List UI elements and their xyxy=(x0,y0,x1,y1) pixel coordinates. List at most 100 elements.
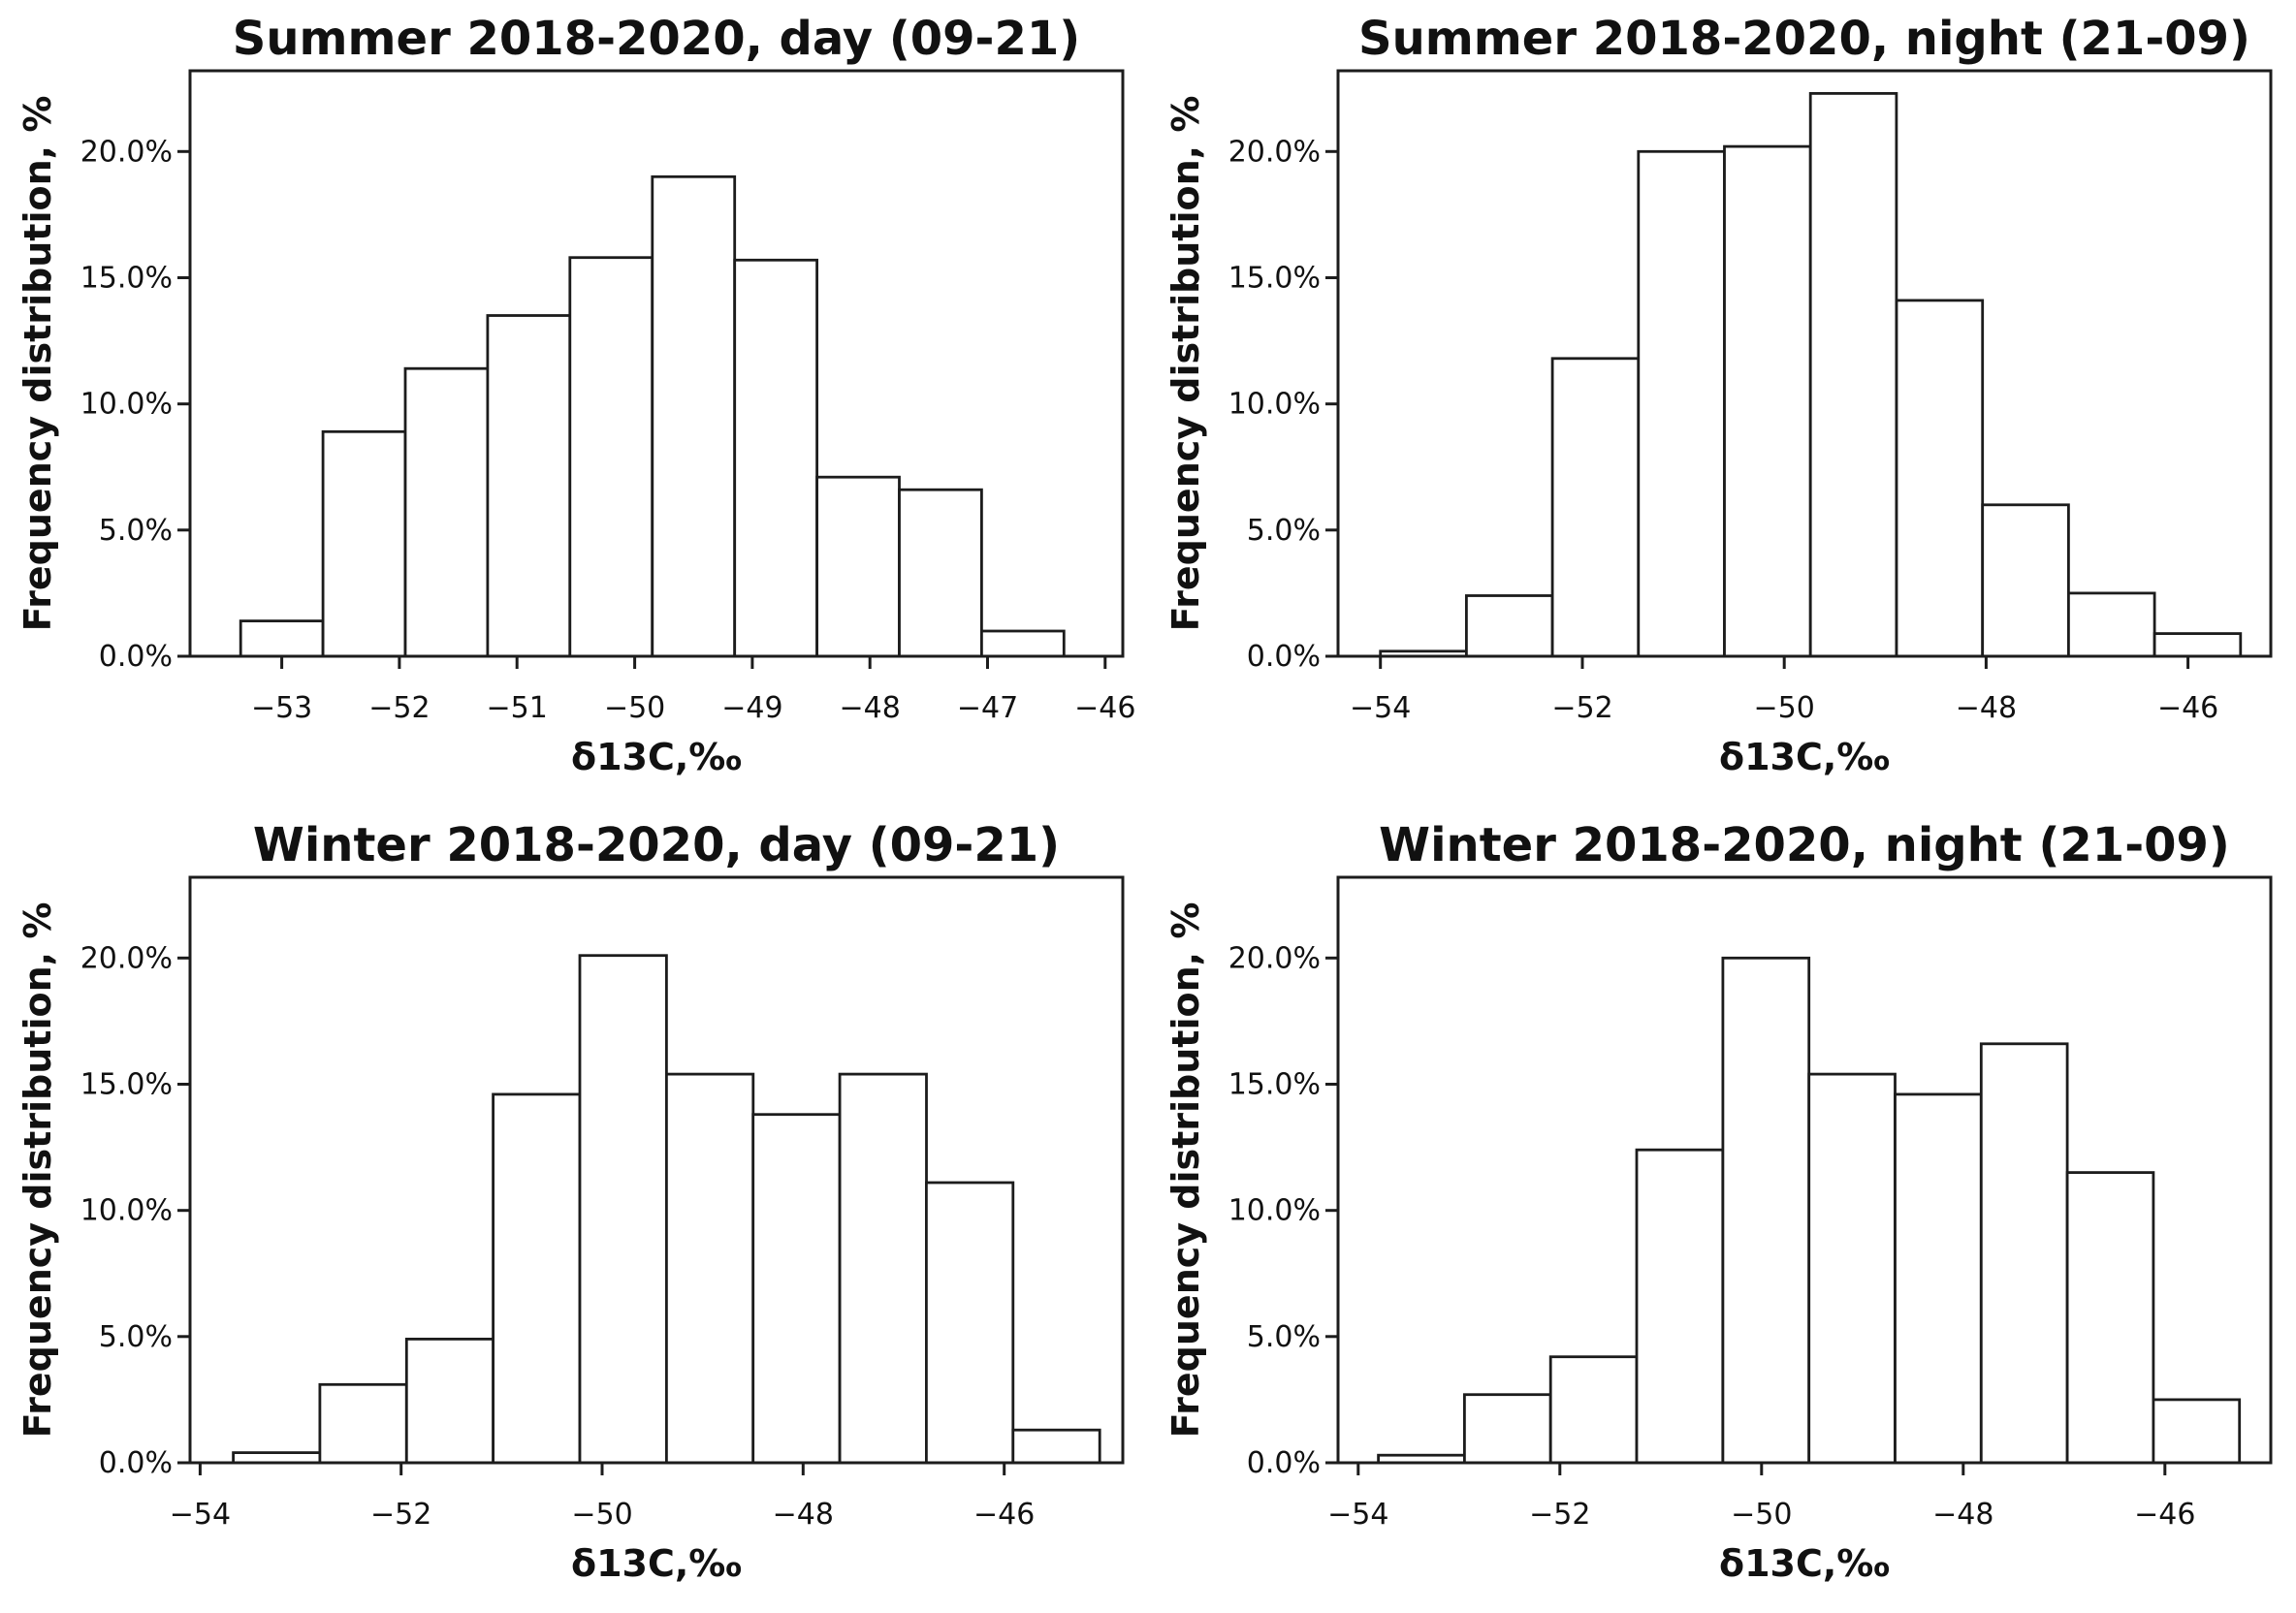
histogram-bar xyxy=(2067,591,2156,658)
histogram-svg-winter-night: 0.0% 5.0% 10.0% 15.0% 20.0% −54 −52 −50 −48 −46 Wi… xyxy=(1164,818,2273,1585)
y-tick-label: 10.0% xyxy=(80,1194,173,1228)
x-tick-label: −50 xyxy=(1731,1498,1792,1532)
axes-box xyxy=(188,69,1125,658)
axes-box xyxy=(1336,875,2273,1465)
histogram-bar xyxy=(578,954,668,1465)
plot-title: Summer 2018-2020, night (21-09) xyxy=(1358,12,2250,66)
y-tick-label: 15.0% xyxy=(1228,1068,1321,1102)
histogram-bar xyxy=(1635,1148,1725,1465)
x-tick-label: −54 xyxy=(170,1498,231,1532)
histogram-bar xyxy=(1723,144,1812,658)
subplot-winter-night: 0.0% 5.0% 10.0% 15.0% 20.0% −54 −52 −50 −48 −46 Wi… xyxy=(1148,806,2296,1613)
histogram-bar xyxy=(980,629,1066,658)
x-tick-label: −46 xyxy=(973,1498,1035,1532)
histogram-bar xyxy=(751,1113,842,1465)
y-tick-label: 15.0% xyxy=(80,1068,173,1102)
histogram-bar xyxy=(1462,1393,1552,1465)
y-tick-label: 10.0% xyxy=(1228,1194,1321,1228)
x-tick-label: −48 xyxy=(1932,1498,1993,1532)
histogram-bar xyxy=(651,174,737,658)
histogram-bar xyxy=(403,366,490,658)
histogram-bar xyxy=(1548,1355,1639,1465)
y-axis-label: Frequency distribution, % xyxy=(16,902,59,1439)
histogram-bar xyxy=(815,475,901,658)
x-tick-label: −50 xyxy=(1754,691,1815,725)
histogram-svg-summer-day: 0.0% 5.0% 10.0% 15.0% 20.0% −53 −52 −51 −50 −49 −4… xyxy=(16,12,1135,778)
histogram-bar xyxy=(239,619,325,658)
y-tick-label: 20.0% xyxy=(80,135,173,169)
histogram-bar xyxy=(1011,1428,1101,1465)
y-tick-label: 5.0% xyxy=(99,514,173,548)
x-tick-label: −53 xyxy=(251,691,312,725)
x-tick-label: −48 xyxy=(1956,691,2017,725)
plot-title: Winter 2018-2020, day (09-21) xyxy=(253,818,1060,872)
histogram-bar xyxy=(898,488,983,658)
y-tick-label: 5.0% xyxy=(99,1320,173,1354)
y-axis-label: Frequency distribution, % xyxy=(16,96,59,632)
x-tick-label: −49 xyxy=(721,691,782,725)
x-axis-label: δ13C,‰ xyxy=(1719,1542,1890,1585)
y-axis-label: Frequency distribution, % xyxy=(1164,96,1207,632)
histogram-bar xyxy=(1807,1072,1897,1465)
x-tick-label: −47 xyxy=(957,691,1018,725)
y-tick-label: 20.0% xyxy=(80,941,173,975)
histogram-bar xyxy=(568,256,654,658)
y-tick-label: 0.0% xyxy=(1247,640,1321,674)
histogram-bar xyxy=(232,1451,322,1465)
histogram-bar xyxy=(1979,1042,2069,1465)
x-tick-label: −50 xyxy=(571,1498,632,1532)
histogram-bar xyxy=(1550,357,1641,658)
histogram-bar xyxy=(318,1382,408,1465)
x-tick-label: −48 xyxy=(840,691,901,725)
x-tick-label: −52 xyxy=(1529,1498,1590,1532)
x-axis-label: δ13C,‰ xyxy=(571,736,742,778)
x-tick-label: −54 xyxy=(1327,1498,1388,1532)
plot-title: Winter 2018-2020, night (21-09) xyxy=(1379,818,2230,872)
x-tick-label: −52 xyxy=(368,691,430,725)
histogram-bar xyxy=(1808,92,1898,658)
y-tick-label: 0.0% xyxy=(99,1446,173,1480)
y-tick-label: 5.0% xyxy=(1247,1320,1321,1354)
x-tick-label: −54 xyxy=(1350,691,1411,725)
histogram-bar xyxy=(404,1338,495,1465)
subplot-summer-day: 0.0% 5.0% 10.0% 15.0% 20.0% −53 −52 −51 −50 −49 −4… xyxy=(0,0,1148,806)
x-tick-label: −46 xyxy=(2157,691,2218,725)
histogram-bar xyxy=(1464,594,1554,658)
histogram-svg-summer-night: 0.0% 5.0% 10.0% 15.0% 20.0% −54 −52 −50 −48 −46 Su… xyxy=(1164,12,2273,778)
y-tick-label: 20.0% xyxy=(1228,135,1321,169)
histogram-bar xyxy=(665,1072,755,1465)
histogram-bar xyxy=(321,429,407,658)
histogram-bar xyxy=(2152,1398,2242,1465)
axes-box xyxy=(188,875,1125,1465)
y-tick-label: 20.0% xyxy=(1228,941,1321,975)
y-tick-label: 10.0% xyxy=(80,388,173,422)
y-tick-label: 15.0% xyxy=(80,262,173,296)
x-axis-label: δ13C,‰ xyxy=(571,1542,742,1585)
histogram-bar xyxy=(486,314,572,658)
x-tick-label: −52 xyxy=(1551,691,1612,725)
histogram-svg-winter-day: 0.0% 5.0% 10.0% 15.0% 20.0% −54 −52 −50 −48 −46 Wi… xyxy=(16,818,1125,1585)
y-tick-label: 0.0% xyxy=(1247,1446,1321,1480)
subplot-summer-night: 0.0% 5.0% 10.0% 15.0% 20.0% −54 −52 −50 −48 −46 Su… xyxy=(1148,0,2296,806)
y-tick-label: 5.0% xyxy=(1247,514,1321,548)
histogram-bar xyxy=(1894,1092,1983,1465)
histogram-bar xyxy=(1721,956,1811,1465)
subplot-winter-day: 0.0% 5.0% 10.0% 15.0% 20.0% −54 −52 −50 −48 −46 Wi… xyxy=(0,806,1148,1613)
y-tick-label: 10.0% xyxy=(1228,388,1321,422)
x-axis-label: δ13C,‰ xyxy=(1719,736,1890,778)
y-axis-label: Frequency distribution, % xyxy=(1164,902,1207,1439)
x-tick-label: −46 xyxy=(2134,1498,2195,1532)
x-tick-label: −50 xyxy=(604,691,665,725)
y-tick-label: 0.0% xyxy=(99,640,173,674)
histogram-bar xyxy=(1981,503,2070,658)
histogram-bar xyxy=(733,258,819,658)
histogram-bar xyxy=(2152,632,2243,658)
histogram-bar xyxy=(925,1181,1015,1465)
histogram-bar xyxy=(838,1072,928,1465)
x-tick-label: −46 xyxy=(1074,691,1135,725)
plot-title: Summer 2018-2020, day (09-21) xyxy=(233,12,1080,66)
histogram-bar xyxy=(2065,1171,2155,1465)
axes-box xyxy=(1336,69,2273,658)
x-tick-label: −51 xyxy=(487,691,548,725)
